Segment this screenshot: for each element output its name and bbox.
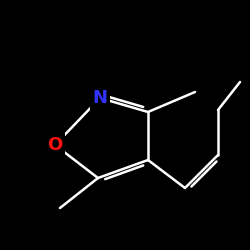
Text: O: O: [48, 136, 62, 154]
Text: N: N: [92, 89, 108, 107]
